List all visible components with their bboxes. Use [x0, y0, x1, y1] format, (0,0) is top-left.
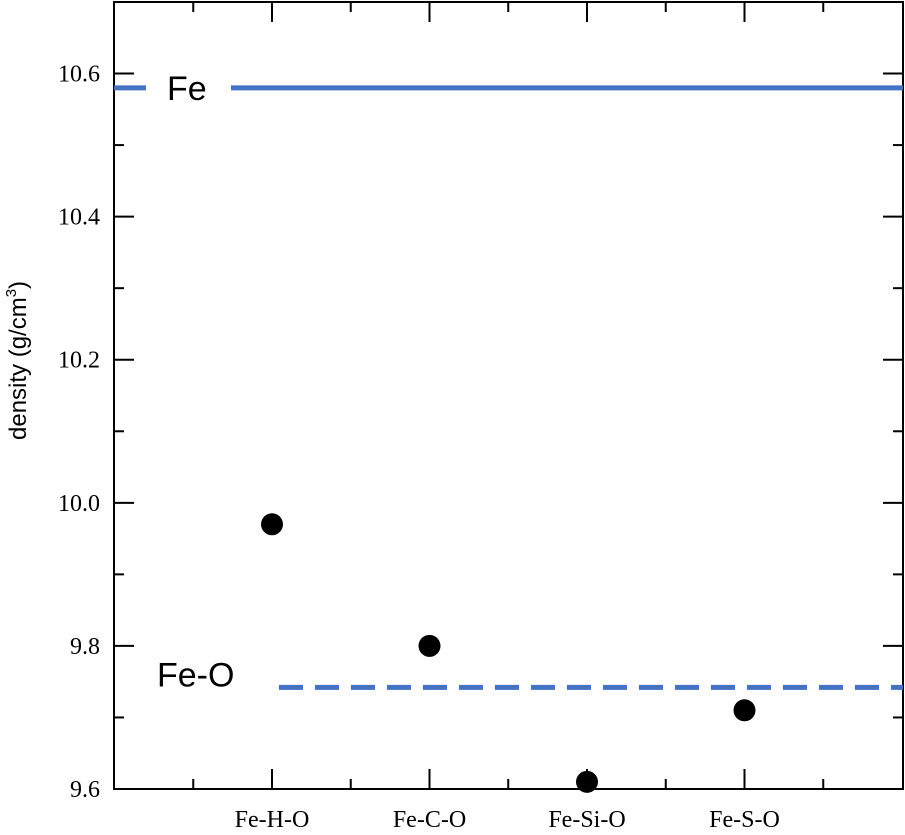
- y-tick-label: 9.6: [70, 777, 100, 803]
- data-points: [261, 513, 756, 793]
- data-point: [576, 770, 598, 793]
- y-axis-ticks: 9.6 9.8 10.0 10.2 10.4 10.6: [58, 62, 903, 803]
- x-category-label: Fe-H-O: [235, 807, 310, 833]
- y-tick-label: 10.6: [58, 62, 100, 88]
- fe-o-reference-label: Fe-O: [157, 656, 234, 694]
- reference-lines: Fe Fe-O: [114, 70, 903, 694]
- y-axis-label-close: ): [5, 281, 32, 289]
- x-axis-ticks: [192, 2, 825, 789]
- x-category-label: Fe-Si-O: [548, 807, 625, 833]
- x-category-label: Fe-S-O: [709, 807, 780, 833]
- x-axis-category-labels: Fe-H-O Fe-C-O Fe-Si-O Fe-S-O: [235, 807, 780, 833]
- y-tick-label: 10.0: [58, 491, 100, 517]
- y-axis-label-superscript: 3: [3, 289, 20, 297]
- y-tick-label: 10.4: [58, 205, 100, 231]
- fe-reference-label: Fe: [167, 70, 207, 108]
- y-tick-label: 9.8: [70, 634, 100, 660]
- y-tick-label: 10.2: [58, 348, 100, 374]
- y-axis-label: density (g/cm3): [3, 281, 32, 440]
- x-category-label: Fe-C-O: [393, 807, 466, 833]
- data-point: [733, 699, 756, 722]
- data-point: [261, 513, 283, 536]
- y-axis-label-main: density (g/cm: [5, 297, 32, 440]
- data-point: [418, 634, 441, 657]
